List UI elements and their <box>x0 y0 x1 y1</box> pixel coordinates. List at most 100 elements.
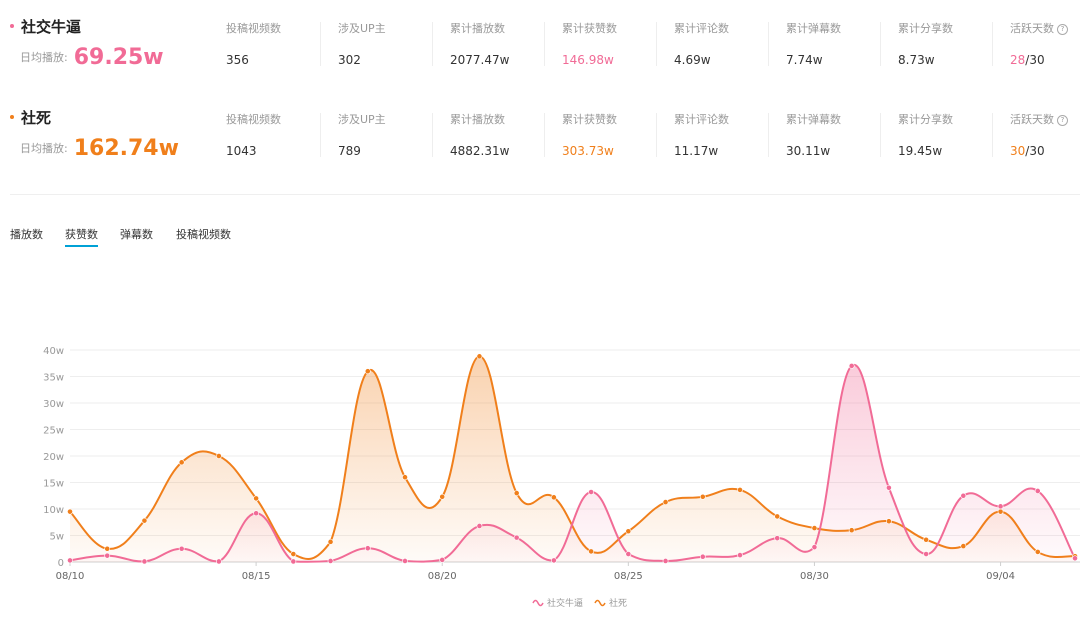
daily-avg: 日均播放: 69.25w <box>20 42 164 70</box>
stat-shares: 累计分享数 8.73w <box>898 20 1008 78</box>
data-point <box>141 517 148 524</box>
stat-value: 11.17w <box>674 144 719 158</box>
active-days-value: 28 <box>1010 53 1026 67</box>
x-tick-label: 08/30 <box>800 571 829 582</box>
y-tick-label: 0 <box>58 558 64 569</box>
legend-label: 社交牛逼 <box>547 597 583 609</box>
data-point <box>588 548 595 555</box>
data-point <box>402 474 408 481</box>
data-point <box>811 525 818 531</box>
row-title: 社死 <box>10 107 51 128</box>
tab-likes[interactable]: 获赞数 <box>65 226 98 247</box>
stat-comments: 累计评论数 4.69w <box>674 20 784 78</box>
daily-avg-value: 69.25w <box>73 45 164 70</box>
data-point <box>67 508 73 515</box>
data-point <box>1034 549 1041 555</box>
data-point <box>923 536 930 543</box>
likes-line-chart: 0 5w 10w 15w 20w 25w 30w 35w 40w 08/10 08/15 08/20 0… <box>43 346 1080 609</box>
divider <box>768 22 769 66</box>
stat-label: 累计弹幕数 <box>786 113 841 126</box>
data-point <box>178 545 185 552</box>
tab-label: 播放数 <box>10 228 43 241</box>
row-title-text: 社死 <box>21 109 52 127</box>
help-icon[interactable]: ? <box>1057 24 1068 35</box>
x-tick-label: 08/15 <box>242 571 271 582</box>
data-point <box>104 545 111 552</box>
data-point <box>439 556 446 563</box>
tab-plays[interactable]: 播放数 <box>10 226 43 242</box>
data-point <box>848 363 855 369</box>
data-point <box>997 503 1004 510</box>
stat-label: 涉及UP主 <box>338 113 386 126</box>
data-point <box>923 551 930 557</box>
active-tab-underline <box>65 245 98 247</box>
data-point <box>67 557 73 564</box>
active-days-value: 30 <box>1010 144 1026 158</box>
stat-value: 303.73w <box>562 144 614 158</box>
stat-value: 146.98w <box>562 53 614 67</box>
data-point <box>960 492 967 499</box>
y-tick-label: 20w <box>43 452 64 463</box>
stat-label: 累计获赞数 <box>562 22 617 35</box>
y-tick-label: 10w <box>43 505 64 516</box>
tab-label: 弹幕数 <box>120 228 153 241</box>
data-point <box>215 453 222 459</box>
stat-comments: 累计评论数 11.17w <box>674 111 784 169</box>
stat-label: 累计分享数 <box>898 22 953 35</box>
stat-value: 7.74w <box>786 53 823 67</box>
stat-value: 4.69w <box>674 53 711 67</box>
data-point <box>476 523 483 529</box>
stat-label: 累计弹幕数 <box>786 22 841 35</box>
data-point <box>364 545 371 552</box>
data-point <box>327 538 334 545</box>
help-icon[interactable]: ? <box>1057 115 1068 126</box>
y-tick-label: 5w <box>49 532 64 543</box>
bullet-dot <box>10 114 14 119</box>
y-tick-label: 25w <box>43 426 64 437</box>
stat-ups: 涉及UP主 789 <box>338 111 448 169</box>
data-point <box>402 558 408 564</box>
stat-label: 累计评论数 <box>674 22 729 35</box>
divider <box>432 22 433 66</box>
data-point <box>476 353 483 360</box>
divider <box>432 113 433 157</box>
data-point <box>848 527 855 534</box>
stat-value: 789 <box>338 144 361 158</box>
data-point <box>699 553 706 560</box>
active-days-total: /30 <box>1025 144 1045 158</box>
stats-row-1: 社交牛逼 日均播放: 69.25w 投稿视频数 356 涉及UP主 302 累计播放数… <box>0 12 1080 82</box>
data-point <box>811 544 818 551</box>
data-point <box>141 558 148 565</box>
stat-label: 累计播放数 <box>450 113 505 126</box>
stat-label: 累计评论数 <box>674 113 729 126</box>
tab-danmaku[interactable]: 弹幕数 <box>120 226 153 242</box>
stat-value: 302 <box>338 53 361 67</box>
tab-videos[interactable]: 投稿视频数 <box>176 226 231 242</box>
stat-label: 累计分享数 <box>898 113 953 126</box>
data-point <box>104 552 111 559</box>
data-point <box>253 510 260 517</box>
daily-avg-value: 162.74w <box>73 136 179 161</box>
y-tick-label: 30w <box>43 399 64 410</box>
legend-line-icon <box>532 599 544 607</box>
stat-active-days: 活跃天数? 30/30 <box>1010 111 1080 169</box>
stat-value: 30.11w <box>786 144 831 158</box>
stat-danmaku: 累计弹幕数 7.74w <box>786 20 896 78</box>
tab-label: 获赞数 <box>65 228 98 241</box>
divider <box>544 22 545 66</box>
data-point <box>625 551 632 557</box>
x-tick-label: 08/10 <box>56 571 85 582</box>
daily-avg-label: 日均播放: <box>20 142 68 155</box>
stat-value: 356 <box>226 53 249 67</box>
divider <box>880 113 881 157</box>
data-point <box>662 499 669 506</box>
stat-plays: 累计播放数 2077.47w <box>450 20 560 78</box>
stat-label: 投稿视频数 <box>226 22 281 35</box>
data-point <box>513 534 520 541</box>
data-point <box>588 489 595 495</box>
data-point <box>550 494 557 501</box>
stat-value: 19.45w <box>898 144 943 158</box>
data-point <box>1072 555 1078 562</box>
stat-likes: 累计获赞数 303.73w <box>562 111 672 169</box>
stat-label: 活跃天数 <box>1010 22 1054 35</box>
